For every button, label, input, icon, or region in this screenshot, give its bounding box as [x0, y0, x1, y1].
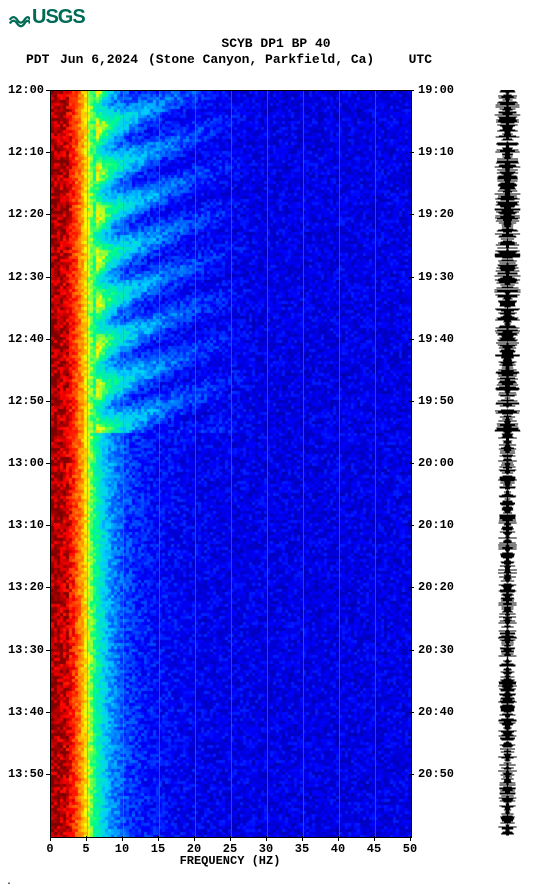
ytick-pdt: 12:50 [0, 394, 44, 408]
spectrogram-canvas [51, 91, 411, 837]
ytick-pdt: 12:10 [0, 145, 44, 159]
ytick-pdt: 12:20 [0, 207, 44, 221]
wave-icon [8, 7, 30, 29]
ytick-utc: 20:10 [418, 518, 454, 532]
ytick-pdt: 13:10 [0, 518, 44, 532]
ytick-utc: 19:00 [418, 83, 454, 97]
ytick-pdt: 12:40 [0, 332, 44, 346]
ytick-utc: 20:40 [418, 705, 454, 719]
ytick-utc: 20:00 [418, 456, 454, 470]
ytick-utc: 19:10 [418, 145, 454, 159]
y-axis-utc: 19:0019:1019:2019:3019:4019:5020:0020:10… [414, 90, 460, 836]
logo-text: USGS [32, 6, 85, 29]
ytick-utc: 20:50 [418, 767, 454, 781]
ytick-pdt: 13:20 [0, 580, 44, 594]
ytick-pdt: 12:00 [0, 83, 44, 97]
ytick-utc: 20:30 [418, 643, 454, 657]
y-axis-pdt: 12:0012:1012:2012:3012:4012:5013:0013:10… [0, 90, 46, 836]
ytick-pdt: 13:40 [0, 705, 44, 719]
x-axis-label: FREQUENCY (HZ) [50, 854, 410, 868]
ytick-utc: 19:20 [418, 207, 454, 221]
ytick-utc: 19:50 [418, 394, 454, 408]
date-label: Jun 6,2024 [60, 52, 138, 67]
footer-mark: . [6, 877, 12, 888]
usgs-logo: USGS [8, 6, 85, 29]
tz-left-label: PDT [26, 52, 49, 67]
ytick-pdt: 13:50 [0, 767, 44, 781]
waveform-trace [480, 90, 535, 836]
ytick-pdt: 13:30 [0, 643, 44, 657]
plot-title: SCYB DP1 BP 40 [0, 36, 552, 51]
tz-right-label: UTC [409, 52, 432, 67]
ytick-utc: 19:40 [418, 332, 454, 346]
spectrogram-plot [50, 90, 412, 838]
ytick-utc: 19:30 [418, 270, 454, 284]
location-label: (Stone Canyon, Parkfield, Ca) [148, 52, 374, 67]
ytick-utc: 20:20 [418, 580, 454, 594]
ytick-pdt: 12:30 [0, 270, 44, 284]
ytick-pdt: 13:00 [0, 456, 44, 470]
